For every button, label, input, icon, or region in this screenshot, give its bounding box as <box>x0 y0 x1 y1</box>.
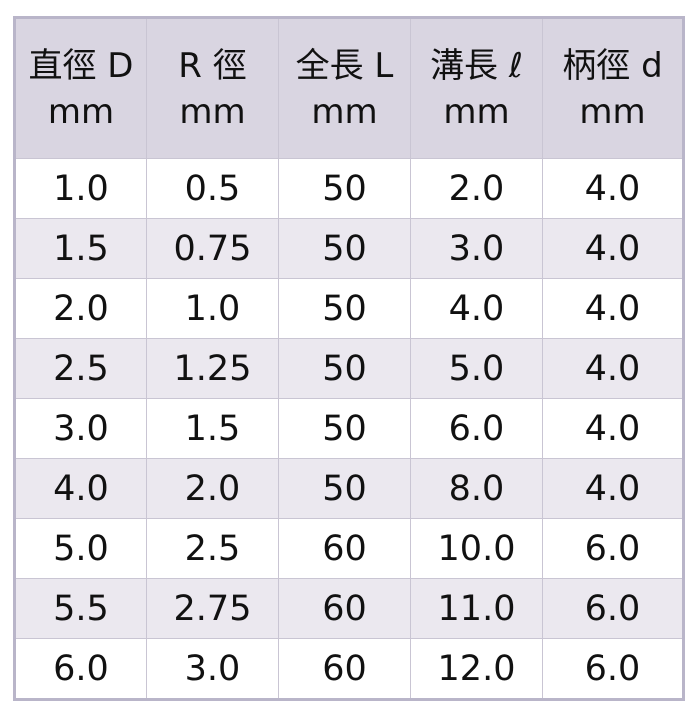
table-cell: 2.75 <box>146 578 279 639</box>
column-header: 全長 L mm <box>278 17 411 159</box>
table-cell: 4.0 <box>542 278 684 339</box>
column-header: 直徑 D mm <box>14 17 147 159</box>
table-cell: 2.5 <box>146 518 279 579</box>
table-cell: 50 <box>278 158 411 219</box>
table-cell: 0.75 <box>146 218 279 279</box>
table-cell: 6.0 <box>410 398 543 459</box>
table-cell: 1.5 <box>14 218 147 279</box>
table-cell: 5.5 <box>14 578 147 639</box>
table-row: 2.0 1.0 50 4.0 4.0 <box>14 278 684 339</box>
header-unit: mm <box>579 91 646 132</box>
header-name: 直徑 D <box>28 45 134 86</box>
column-header: R 徑 mm <box>146 17 279 159</box>
table-cell: 50 <box>278 398 411 459</box>
header-name: 溝長 ℓ <box>430 45 523 86</box>
table-row: 2.5 1.25 50 5.0 4.0 <box>14 338 684 399</box>
header-name: 柄徑 d <box>562 45 663 86</box>
table-cell: 50 <box>278 278 411 339</box>
table-cell: 3.0 <box>14 398 147 459</box>
column-header: 柄徑 d mm <box>542 17 684 159</box>
table-row: 1.0 0.5 50 2.0 4.0 <box>14 158 684 219</box>
header-unit: mm <box>179 91 246 132</box>
table-cell: 6.0 <box>542 518 684 579</box>
table-cell: 6.0 <box>542 578 684 639</box>
table-row: 5.5 2.75 60 11.0 6.0 <box>14 578 684 639</box>
table-cell: 2.0 <box>14 278 147 339</box>
table-cell: 4.0 <box>542 398 684 459</box>
header-unit: mm <box>443 91 510 132</box>
table-cell: 1.0 <box>14 158 147 219</box>
column-header: 溝長 ℓ mm <box>410 17 543 159</box>
table-cell: 1.0 <box>146 278 279 339</box>
table-cell: 5.0 <box>14 518 147 579</box>
table-cell: 12.0 <box>410 638 543 700</box>
table-cell: 60 <box>278 578 411 639</box>
table-cell: 4.0 <box>542 338 684 399</box>
table-cell: 4.0 <box>14 458 147 519</box>
table-cell: 1.25 <box>146 338 279 399</box>
table-cell: 50 <box>278 218 411 279</box>
table-cell: 2.5 <box>14 338 147 399</box>
table-cell: 1.5 <box>146 398 279 459</box>
table-cell: 11.0 <box>410 578 543 639</box>
table-cell: 3.0 <box>410 218 543 279</box>
header-name: 全長 L <box>295 45 394 86</box>
table-cell: 4.0 <box>542 158 684 219</box>
table-cell: 50 <box>278 458 411 519</box>
table-cell: 50 <box>278 338 411 399</box>
table-cell: 60 <box>278 518 411 579</box>
table-cell: 4.0 <box>542 218 684 279</box>
table-cell: 6.0 <box>14 638 147 700</box>
table-cell: 6.0 <box>542 638 684 700</box>
table-row: 5.0 2.5 60 10.0 6.0 <box>14 518 684 579</box>
table-cell: 2.0 <box>146 458 279 519</box>
table-cell: 10.0 <box>410 518 543 579</box>
table-cell: 4.0 <box>410 278 543 339</box>
table-cell: 5.0 <box>410 338 543 399</box>
header-unit: mm <box>311 91 378 132</box>
table-cell: 60 <box>278 638 411 700</box>
table-cell: 2.0 <box>410 158 543 219</box>
table-row: 4.0 2.0 50 8.0 4.0 <box>14 458 684 519</box>
table-row: 3.0 1.5 50 6.0 4.0 <box>14 398 684 459</box>
table-cell: 8.0 <box>410 458 543 519</box>
table-row: 1.5 0.75 50 3.0 4.0 <box>14 218 684 279</box>
table-cell: 3.0 <box>146 638 279 700</box>
header-name: R 徑 <box>178 45 247 86</box>
table-row: 6.0 3.0 60 12.0 6.0 <box>14 638 684 700</box>
table-cell: 0.5 <box>146 158 279 219</box>
table-cell: 4.0 <box>542 458 684 519</box>
header-unit: mm <box>47 91 115 132</box>
header-row: 直徑 D mm R 徑 mm 全長 L mm 溝長 ℓ mm 柄徑 d mm <box>14 17 684 159</box>
